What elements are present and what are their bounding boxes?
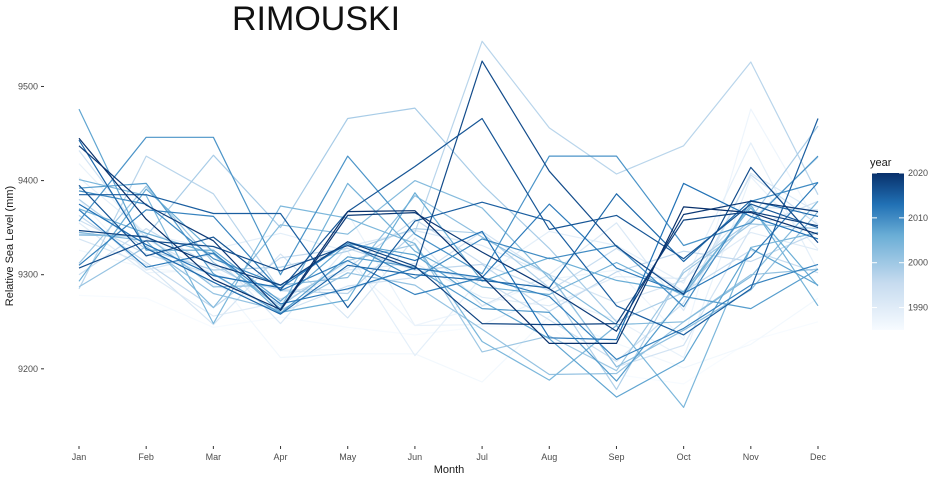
series-line-2011 bbox=[78, 209, 819, 360]
series-line-2012 bbox=[78, 182, 819, 305]
series-line-1997 bbox=[78, 40, 819, 295]
plot-area bbox=[78, 40, 819, 408]
x-axis-title: Month bbox=[434, 464, 465, 476]
series-line-1989 bbox=[78, 142, 819, 357]
series-line-2002 bbox=[78, 195, 819, 368]
colorbar-tick-label: 2000 bbox=[908, 258, 928, 268]
year-colorbar-legend: year 1990 2000 2010 2020 bbox=[870, 157, 928, 330]
colorbar-ticks: 1990 2000 2010 2020 bbox=[872, 168, 928, 313]
series-line-1994 bbox=[78, 174, 819, 362]
x-tick-label: Sep bbox=[608, 452, 624, 462]
series-line-1996 bbox=[78, 214, 819, 312]
series-line-2015 bbox=[79, 118, 819, 336]
y-axis-title: Relative Sea Level (mm) bbox=[4, 186, 16, 306]
x-tick-label: Feb bbox=[138, 452, 154, 462]
x-tick-label: Oct bbox=[677, 452, 692, 462]
series-line-2019 bbox=[78, 145, 819, 332]
series-line-1998 bbox=[78, 156, 819, 391]
y-tick-label: 9300 bbox=[18, 270, 38, 280]
series-line-2004 bbox=[78, 179, 819, 408]
series-line-2009 bbox=[78, 136, 819, 276]
chart-title: RIMOUSKI bbox=[232, 0, 400, 38]
series-line-2020 bbox=[78, 137, 819, 344]
series-line-1986 bbox=[78, 249, 819, 383]
series-line-2014 bbox=[78, 139, 819, 315]
y-tick-label: 9400 bbox=[18, 176, 38, 186]
colorbar bbox=[872, 173, 904, 330]
x-tick-label: Jun bbox=[408, 452, 423, 462]
series-line-2008 bbox=[78, 182, 819, 382]
series-line-1985 bbox=[78, 294, 819, 385]
series-line-1990 bbox=[78, 222, 819, 317]
series-line-2013 bbox=[78, 182, 819, 341]
colorbar-tick-label: 1990 bbox=[908, 303, 928, 313]
legend-title: year bbox=[870, 157, 892, 169]
x-tick-label: Aug bbox=[541, 452, 557, 462]
y-tick-label: 9200 bbox=[18, 364, 38, 374]
series-line-2016 bbox=[78, 117, 819, 291]
x-tick-label: Apr bbox=[274, 452, 288, 462]
series-line-2003 bbox=[78, 180, 819, 326]
colorbar-tick-label: 2010 bbox=[908, 213, 928, 223]
series-line-2006 bbox=[78, 188, 819, 313]
x-tick-label: Nov bbox=[743, 452, 760, 462]
series-line-1999 bbox=[78, 107, 819, 323]
colorbar-tick-label: 2020 bbox=[908, 168, 928, 178]
series-line-2010 bbox=[78, 181, 819, 308]
x-tick-label: Mar bbox=[206, 452, 222, 462]
series-line-2017 bbox=[78, 60, 819, 296]
x-tick-label: Dec bbox=[810, 452, 827, 462]
series-line-1992 bbox=[78, 206, 819, 326]
x-tick-label: Jan bbox=[72, 452, 87, 462]
y-axis: 9200 9300 9400 9500 bbox=[18, 81, 44, 374]
x-tick-label: Jul bbox=[476, 452, 488, 462]
y-tick-label: 9500 bbox=[18, 81, 38, 91]
series-line-2018 bbox=[78, 211, 819, 326]
x-tick-label: May bbox=[339, 452, 357, 462]
x-axis: Jan Feb Mar Apr May Jun Jul Aug Sep Oct Nov Dec bbox=[72, 446, 827, 462]
